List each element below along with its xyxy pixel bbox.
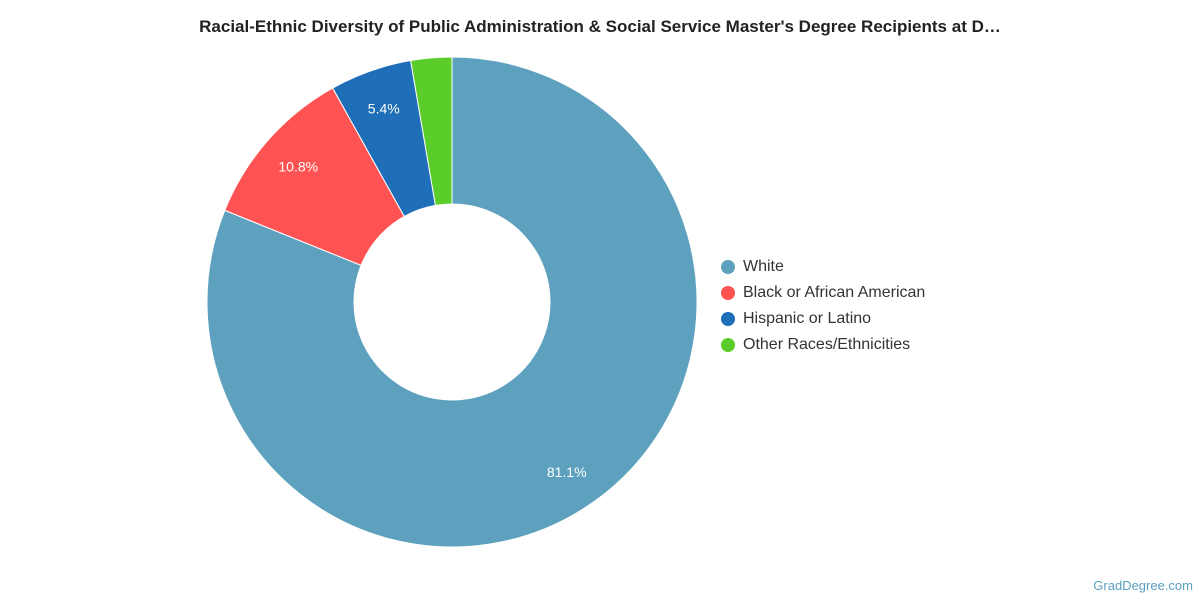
legend: White Black or African American Hispanic… [721,254,925,358]
legend-item-other[interactable]: Other Races/Ethnicities [721,332,925,358]
legend-item-black[interactable]: Black or African American [721,280,925,306]
chart-title: Racial-Ethnic Diversity of Public Admini… [199,17,1001,36]
legend-item-hispanic[interactable]: Hispanic or Latino [721,306,925,332]
legend-label-other: Other Races/Ethnicities [743,336,911,353]
legend-item-white[interactable]: White [721,254,925,280]
legend-swatch-hispanic [721,312,735,326]
slice-other[interactable] [410,56,453,206]
legend-label-white: White [743,258,784,275]
data-label-hispanic: 5.4% [368,101,400,117]
legend-swatch-white [721,260,735,274]
credit-link[interactable]: GradDegree.com [1093,578,1193,593]
data-label-white: 81.1% [547,464,587,480]
legend-label-hispanic: Hispanic or Latino [743,310,872,327]
slice-white[interactable] [206,56,698,548]
data-label-black: 10.8% [278,158,318,174]
legend-swatch-black [721,286,735,300]
legend-swatch-other [721,338,735,352]
legend-label-black: Black or African American [743,284,926,301]
